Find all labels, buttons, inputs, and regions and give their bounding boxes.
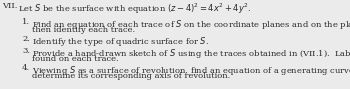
Text: 4.: 4. [22,64,30,72]
Text: Find an equation of each trace of $\mathit{S}$ on the coordinate planes and on t: Find an equation of each trace of $\math… [32,18,350,31]
Text: 1.: 1. [22,18,30,26]
Text: 3.: 3. [22,47,30,55]
Text: determine its corresponding axis of revolution.: determine its corresponding axis of revo… [32,72,230,80]
Text: Let $\mathit{S}$ be the surface with equation $(z - 4)^2 = 4x^2 + 4y^2$.: Let $\mathit{S}$ be the surface with equ… [18,2,252,16]
Text: found on each trace.: found on each trace. [32,55,119,63]
Text: Provide a hand-drawn sketch of $\mathit{S}$ using the traces obtained in (VII.1): Provide a hand-drawn sketch of $\mathit{… [32,47,350,60]
Text: 2.: 2. [22,35,30,43]
Text: VII.: VII. [2,2,18,10]
Text: Identify the type of quadric surface for $\mathit{S}$.: Identify the type of quadric surface for… [32,35,209,48]
Text: Viewing $\mathit{S}$ as a surface of revolution, find an equation of a generatin: Viewing $\mathit{S}$ as a surface of rev… [32,64,350,77]
Text: then identify each trace.: then identify each trace. [32,26,135,34]
